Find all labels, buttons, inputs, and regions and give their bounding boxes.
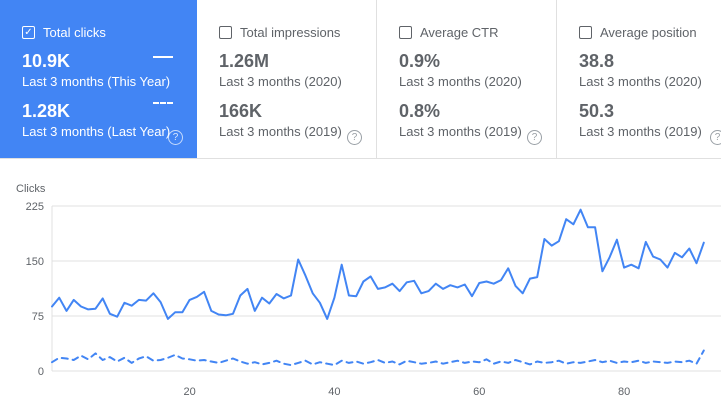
y-tick-label: 150 bbox=[26, 256, 44, 268]
y-tick-label: 75 bbox=[32, 311, 44, 323]
metric-label: Total impressions bbox=[240, 24, 341, 40]
metric-card-average-ctr[interactable]: Average CTR 0.9% Last 3 months (2020) 0.… bbox=[377, 0, 557, 158]
this-year-clicks-line bbox=[51, 208, 705, 320]
help-icon[interactable]: ? bbox=[710, 130, 721, 145]
checkbox-unchecked-icon[interactable] bbox=[579, 25, 592, 39]
metric-card-total-impressions[interactable]: Total impressions 1.26M Last 3 months (2… bbox=[197, 0, 377, 158]
dashed-line-legend-icon bbox=[153, 102, 173, 104]
x-tick-label: 60 bbox=[473, 386, 485, 398]
metric-secondary-value: 166K bbox=[219, 101, 263, 121]
metric-secondary-period: Last 3 months (Last Year) bbox=[22, 124, 171, 139]
y-tick-label: 0 bbox=[38, 366, 44, 378]
checkbox-unchecked-icon[interactable] bbox=[219, 25, 232, 39]
help-icon[interactable]: ? bbox=[527, 130, 542, 145]
last-year-clicks-line bbox=[51, 349, 705, 367]
metric-label: Average position bbox=[600, 24, 697, 40]
metric-secondary-period: Last 3 months (2019) bbox=[399, 124, 522, 139]
chart-series bbox=[51, 208, 705, 367]
chart-y-axis-label: Clicks bbox=[16, 183, 46, 195]
metric-secondary-value: 0.8% bbox=[399, 101, 441, 121]
chart-gridlines bbox=[51, 205, 721, 372]
metric-card-header: Average CTR bbox=[399, 24, 556, 40]
chart-tick-labels: 0 75 150 225 20 40 60 80 bbox=[26, 201, 631, 398]
checkbox-checked-icon[interactable]: ✓ bbox=[22, 25, 35, 39]
metric-primary-value: 38.8 bbox=[579, 51, 615, 71]
metric-primary-period: Last 3 months (2020) bbox=[219, 74, 342, 89]
metric-secondary-period: Last 3 months (2019) bbox=[219, 124, 342, 139]
metric-label: Average CTR bbox=[420, 24, 499, 40]
x-tick-label: 80 bbox=[618, 386, 630, 398]
x-tick-label: 40 bbox=[328, 386, 340, 398]
metric-label: Total clicks bbox=[43, 24, 106, 40]
metric-card-total-clicks[interactable]: ✓ Total clicks 10.9K Last 3 months (This… bbox=[0, 0, 197, 158]
metric-primary-period: Last 3 months (2020) bbox=[579, 74, 702, 89]
metric-cards-row: ✓ Total clicks 10.9K Last 3 months (This… bbox=[0, 0, 721, 159]
metric-card-header: Average position bbox=[579, 24, 721, 40]
metric-primary-value: 0.9% bbox=[399, 51, 441, 71]
checkbox-unchecked-icon[interactable] bbox=[399, 25, 412, 39]
metric-card-header: ✓ Total clicks bbox=[22, 24, 197, 40]
metric-secondary-value: 50.3 bbox=[579, 101, 615, 121]
metric-card-average-position[interactable]: Average position 38.8 Last 3 months (202… bbox=[557, 0, 721, 158]
help-icon[interactable]: ? bbox=[168, 130, 183, 145]
metric-secondary-value: 1.28K bbox=[22, 101, 71, 121]
metric-card-header: Total impressions bbox=[219, 24, 376, 40]
clicks-line-chart: Clicks 0 75 150 225 20 40 60 80 bbox=[16, 183, 721, 398]
help-icon[interactable]: ? bbox=[347, 130, 362, 145]
metric-primary-period: Last 3 months (2020) bbox=[399, 74, 522, 89]
metric-primary-period: Last 3 months (This Year) bbox=[22, 74, 171, 89]
metric-primary-value: 1.26M bbox=[219, 51, 270, 71]
solid-line-legend-icon bbox=[153, 56, 173, 58]
metric-secondary-period: Last 3 months (2019) bbox=[579, 124, 702, 139]
y-tick-label: 225 bbox=[26, 201, 44, 213]
metric-primary-value: 10.9K bbox=[22, 51, 71, 71]
x-tick-label: 20 bbox=[183, 386, 195, 398]
